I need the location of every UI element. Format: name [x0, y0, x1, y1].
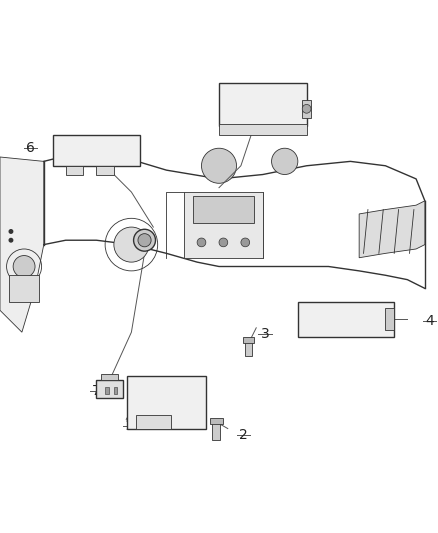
Circle shape — [241, 238, 250, 247]
Text: 7: 7 — [92, 384, 101, 398]
Bar — [96, 381, 123, 398]
Text: 5: 5 — [247, 95, 256, 109]
Bar — [210, 418, 223, 424]
Circle shape — [201, 148, 237, 183]
Text: 6: 6 — [26, 141, 35, 155]
Bar — [101, 374, 118, 381]
Bar — [114, 387, 117, 393]
Bar — [9, 275, 39, 302]
Text: 1: 1 — [125, 419, 134, 433]
Bar — [219, 124, 307, 135]
Circle shape — [9, 238, 13, 242]
Bar — [96, 166, 114, 174]
Bar — [105, 387, 109, 393]
Circle shape — [9, 230, 13, 233]
Bar — [245, 341, 252, 356]
Bar — [298, 302, 394, 336]
Bar — [193, 197, 254, 223]
Bar — [385, 308, 394, 330]
Circle shape — [302, 104, 311, 113]
Text: 4: 4 — [425, 314, 434, 328]
Polygon shape — [0, 157, 44, 332]
Bar — [66, 166, 83, 174]
Circle shape — [13, 255, 35, 278]
Text: 3: 3 — [261, 327, 269, 342]
Bar — [136, 415, 171, 429]
Text: 2: 2 — [239, 428, 247, 442]
Bar — [243, 337, 254, 343]
Circle shape — [197, 238, 206, 247]
Bar — [184, 192, 263, 258]
Circle shape — [219, 238, 228, 247]
Circle shape — [134, 229, 155, 251]
Bar — [212, 422, 220, 440]
Bar — [219, 83, 307, 126]
Circle shape — [272, 148, 298, 174]
Bar — [302, 100, 311, 118]
Circle shape — [114, 227, 149, 262]
Polygon shape — [359, 201, 425, 258]
Circle shape — [138, 233, 151, 247]
Bar — [127, 376, 206, 429]
Bar — [53, 135, 140, 166]
